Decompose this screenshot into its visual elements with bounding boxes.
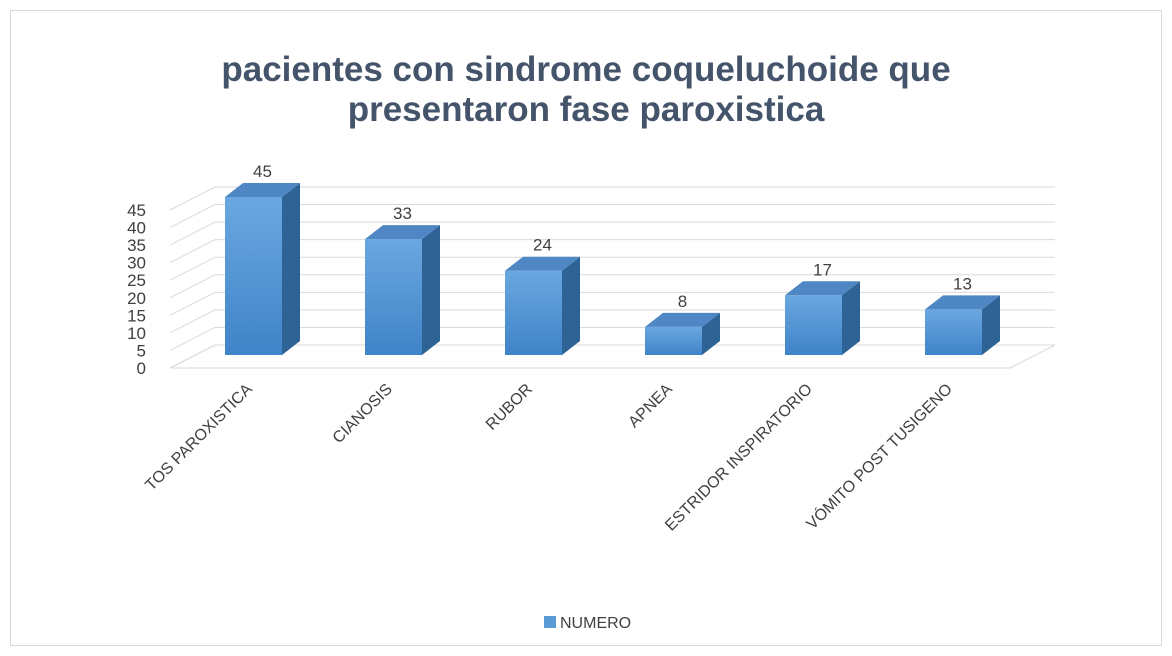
bar [225, 183, 300, 355]
bar-front [645, 326, 702, 355]
grid-line [169, 204, 1055, 229]
bar [785, 281, 860, 355]
bar-top [225, 183, 300, 197]
data-label: 33 [393, 204, 412, 223]
bar-front [785, 295, 842, 355]
grid-line [169, 274, 1055, 299]
data-label: 24 [533, 236, 552, 255]
y-tick-label: 20 [127, 289, 146, 308]
bar-front [925, 309, 982, 355]
bar-side [562, 256, 580, 355]
bar [645, 312, 720, 355]
bar-side [282, 183, 300, 355]
data-label: 8 [678, 292, 687, 311]
data-label: 17 [813, 260, 832, 279]
y-tick-label: 25 [127, 271, 146, 290]
legend-swatch [544, 616, 556, 628]
y-tick-label: 15 [127, 306, 146, 325]
y-tick-label: 0 [137, 359, 146, 378]
bar [925, 295, 1000, 355]
bar-top [645, 312, 720, 327]
data-label: 45 [253, 162, 272, 181]
bar-top [925, 295, 1000, 310]
grid-line [169, 309, 1055, 334]
bar [365, 225, 440, 355]
bar-side [982, 295, 1000, 355]
bar-top [505, 256, 580, 271]
y-tick-label: 45 [127, 201, 146, 220]
bar-side [842, 281, 860, 355]
grid-line [169, 344, 1055, 369]
bar-top [365, 225, 440, 240]
y-tick-label: 5 [137, 341, 146, 360]
grid-line [169, 186, 1055, 211]
grid-line [169, 256, 1055, 281]
bar-front [365, 239, 422, 355]
bar-top [785, 281, 860, 296]
bar-side [702, 312, 720, 355]
chart-title: pacientes con sindrome coqueluchoide que… [221, 50, 951, 129]
y-tick-label: 40 [127, 219, 146, 238]
y-tick-label: 30 [127, 254, 146, 273]
bar-front [225, 197, 282, 355]
grid-line [169, 291, 1055, 316]
data-label: 13 [953, 274, 972, 293]
legend-label: NUMERO [560, 615, 631, 632]
grid-line [169, 239, 1055, 264]
bar-side [422, 225, 440, 355]
grid-line [169, 221, 1055, 246]
grid-line [169, 326, 1055, 351]
y-tick-label: 10 [127, 324, 146, 343]
bar-front [505, 270, 562, 355]
bar [505, 256, 580, 355]
y-tick-label: 35 [127, 236, 146, 255]
